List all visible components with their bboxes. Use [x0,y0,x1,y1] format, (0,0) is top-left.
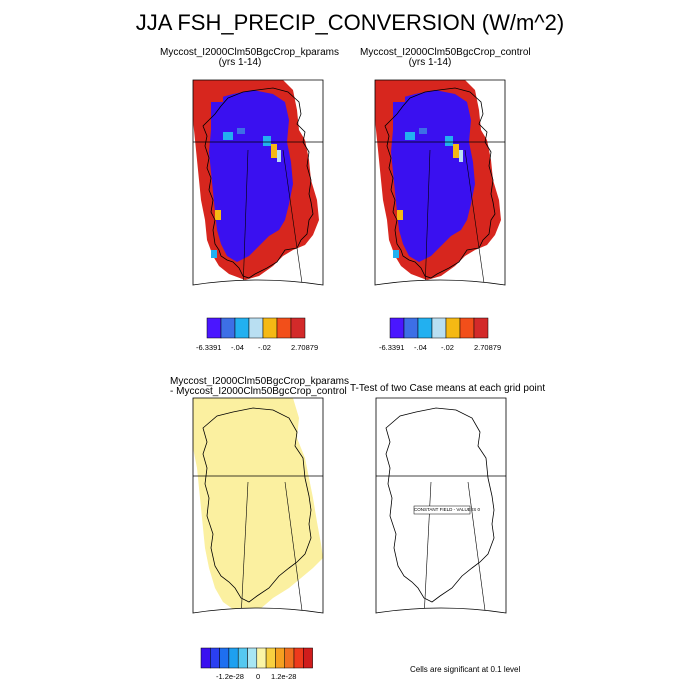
map-panel-kparams [192,79,324,286]
colorbar-kparams [206,317,306,339]
panel-4-title: T-Test of two Case means at each grid po… [350,383,546,394]
colorbar-swatch [265,647,276,669]
panel-3-title: Myccost_I2000Clm50BgcCrop_kparams - Mycc… [170,376,349,397]
colorbar-swatch [473,317,489,339]
cb-label-zero: 0 [256,672,261,681]
colorbar-swatch [256,647,267,669]
colorbar-swatch [290,317,306,339]
colorbar-swatches [206,317,306,339]
cb-label-neg04: -.04 [231,343,244,352]
colorbar-swatches [389,317,489,339]
colorbar-swatch [459,317,475,339]
panel-2-title-line2: (yrs 1-14) [408,57,452,68]
colorbar-swatches [200,647,313,669]
panel-2-title: Myccost_I2000Clm50BgcCrop_control (yrs 1… [360,47,531,68]
colorbar-swatch [431,317,447,339]
colorbar-swatch [445,317,461,339]
colorbar-swatch [220,317,236,339]
cb-label-neg: -1.2e-28 [216,672,244,681]
panel-4-title-line1: T-Test of two Case means at each grid po… [350,383,546,394]
colorbar-swatch [276,317,292,339]
constant-field-text: CONSTANT FIELD - VALUE IS 0 [414,507,481,512]
colorbar-swatch [389,317,405,339]
colorbar-swatch [303,647,313,669]
panel-1-title-line1: Myccost_I2000Clm50BgcCrop_kparams [160,47,339,58]
map-panel-control [374,79,506,286]
colorbar-swatch [284,647,295,669]
colorbar-swatch [234,317,250,339]
cb-label-min: -6.3391 [196,343,222,352]
cb-label-min: -6.3391 [379,343,405,352]
colorbar-swatch [417,317,433,339]
colorbar-swatch [237,647,248,669]
colorbar-swatch [210,647,220,669]
constant-field-box [413,505,471,515]
cb-label-max: 2.70879 [291,343,319,352]
colorbar-swatch [275,647,285,669]
figure-title: JJA FSH_PRECIP_CONVERSION (W/m^2) [135,10,565,35]
colorbar-swatch [248,317,264,339]
cb-label-neg04: -.04 [414,343,427,352]
panel-2-title-line1: Myccost_I2000Clm50BgcCrop_control [360,47,531,58]
colorbar-swatch [206,317,222,339]
difference-field-region [193,398,323,612]
cb-label-max: 2.70879 [474,343,502,352]
cb-label-neg02: -.02 [441,343,454,352]
colorbar-swatch [228,647,239,669]
colorbar-swatch [403,317,419,339]
colorbar-swatch [293,647,304,669]
panel-3-title-line2: - Myccost_I2000Clm50BgcCrop_control [170,386,347,397]
colorbar-swatch [219,647,230,669]
panel-1-title-line2: (yrs 1-14) [218,57,262,68]
colorbar-swatch [247,647,258,669]
colorbar-control [389,317,489,339]
colorbar-difference [200,647,313,669]
map-panel-difference [192,397,324,614]
cb-label-pos: 1.2e-28 [271,672,297,681]
cb-label-neg02: -.02 [258,343,271,352]
map-panel-ttest [375,397,507,614]
colorbar-swatch [262,317,278,339]
panel-1-title: Myccost_I2000Clm50BgcCrop_kparams (yrs 1… [160,47,339,68]
panel-3-title-line1: Myccost_I2000Clm50BgcCrop_kparams [170,376,349,387]
colorbar-swatch [200,647,211,669]
significance-note: Cells are significant at 0.1 level [410,665,521,674]
